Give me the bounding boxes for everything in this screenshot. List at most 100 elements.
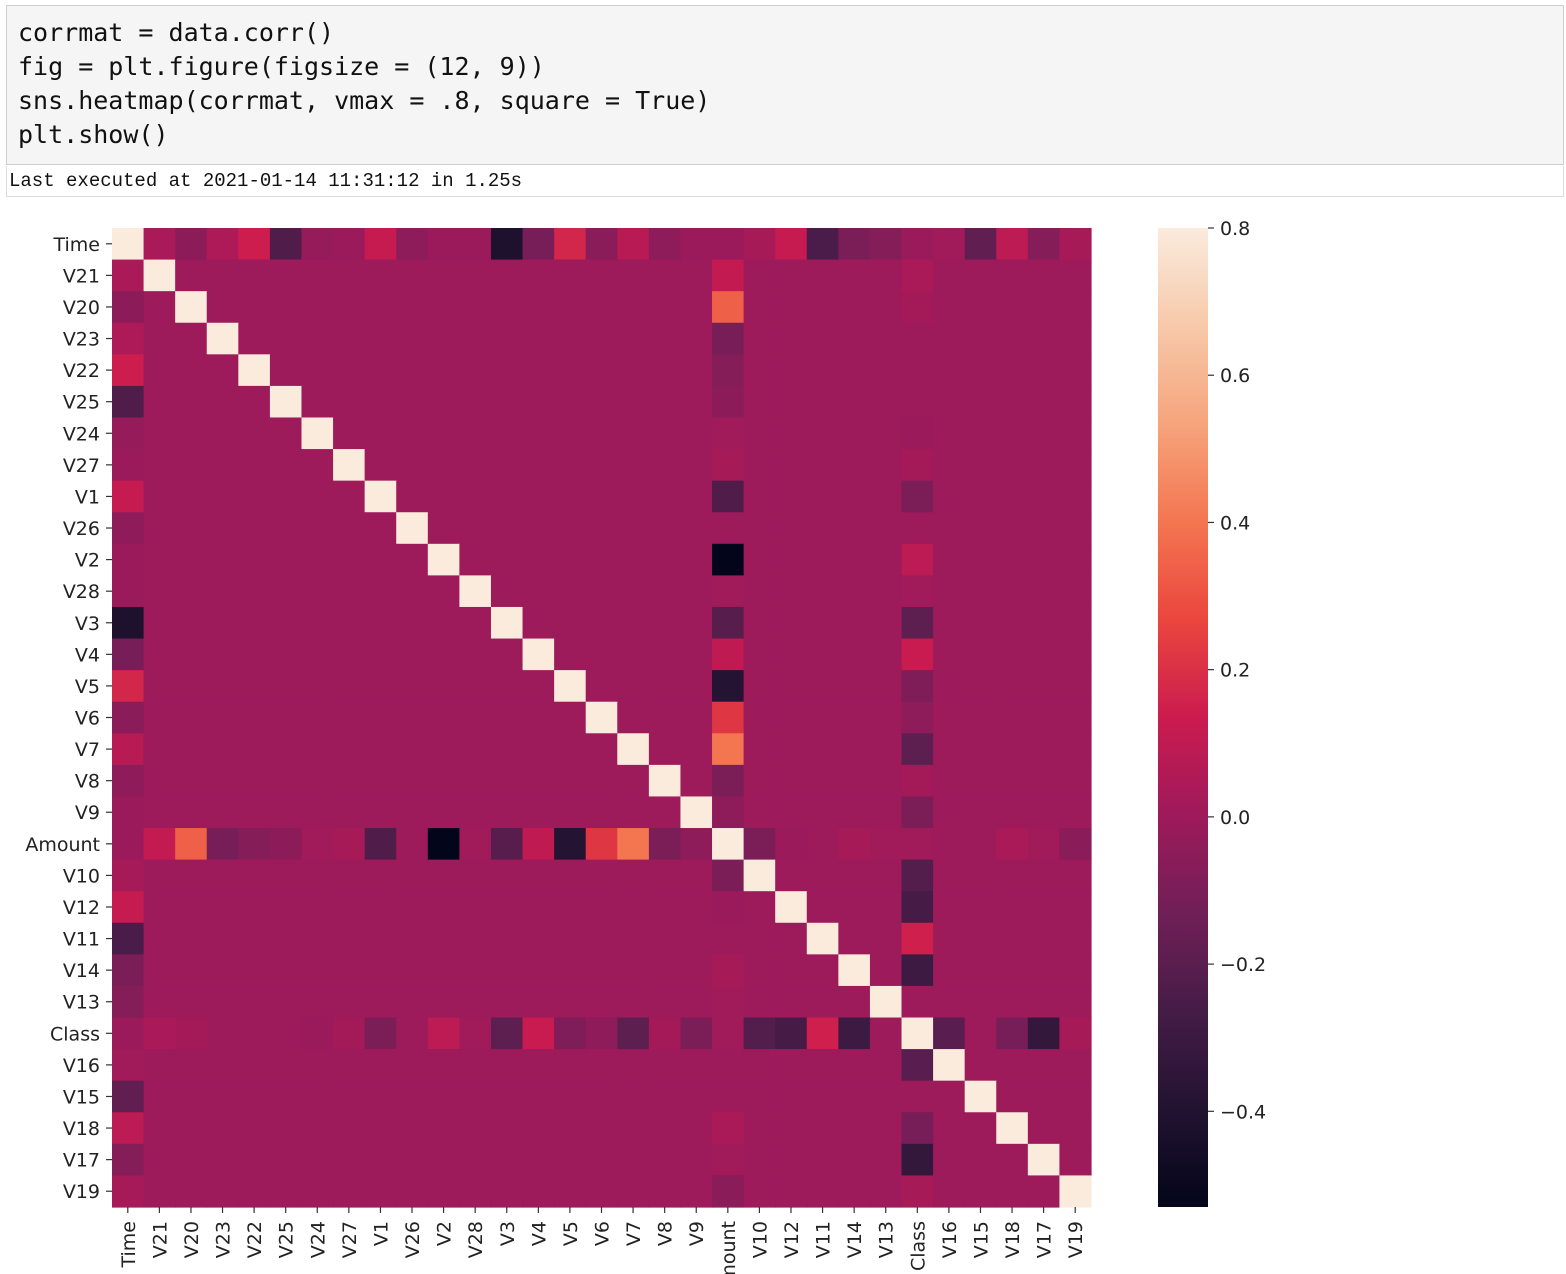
heatmap-cell <box>743 291 776 324</box>
heatmap-cell <box>301 733 334 766</box>
x-tick-label: V10 <box>749 1221 771 1258</box>
heatmap-cell <box>301 1017 334 1050</box>
heatmap-cell <box>427 543 460 576</box>
heatmap-cell <box>238 1175 271 1208</box>
heatmap-cell <box>206 1112 239 1145</box>
heatmap-cell <box>1027 828 1061 861</box>
heatmap-cell <box>806 1080 839 1113</box>
heatmap-cell <box>143 417 176 450</box>
heatmap-cell <box>396 354 429 387</box>
heatmap-cell <box>648 543 682 576</box>
heatmap-cell <box>933 575 966 608</box>
heatmap-cell <box>680 512 713 545</box>
heatmap-cell <box>554 733 587 766</box>
heatmap-cell <box>996 1017 1029 1050</box>
heatmap-cell <box>1059 259 1092 292</box>
heatmap-cell <box>427 606 460 640</box>
heatmap-cell <box>680 796 713 829</box>
heatmap-cell <box>269 922 303 955</box>
heatmap-cell <box>806 1017 839 1050</box>
heatmap-cell <box>238 733 271 766</box>
heatmap-cell <box>301 922 334 955</box>
heatmap-cell <box>427 764 460 798</box>
heatmap-cell <box>490 1143 524 1177</box>
heatmap-cell <box>206 796 239 829</box>
heatmap-cell <box>933 670 966 703</box>
heatmap-cell <box>1027 670 1061 703</box>
heatmap-cell <box>269 385 303 419</box>
heatmap-cell <box>964 1080 997 1113</box>
heatmap-cell <box>775 985 808 1019</box>
heatmap-cell <box>522 291 555 324</box>
heatmap-cell <box>396 1080 429 1113</box>
heatmap-cell <box>175 1112 208 1145</box>
x-tick-label: Amount <box>718 1221 740 1274</box>
heatmap-cell <box>933 922 966 955</box>
heatmap-cell <box>680 859 713 892</box>
heatmap-cell <box>996 543 1029 576</box>
heatmap-cell <box>775 259 808 292</box>
heatmap-cell <box>838 891 871 924</box>
heatmap-cell <box>1059 1175 1092 1208</box>
heatmap-cell <box>964 891 997 924</box>
heatmap-cell <box>806 1143 839 1177</box>
heatmap-cell <box>869 670 903 703</box>
heatmap-cell <box>333 259 366 292</box>
heatmap-cell <box>490 291 524 324</box>
heatmap-cell <box>901 543 934 576</box>
heatmap-cell <box>522 828 555 861</box>
heatmap-cell <box>806 733 839 766</box>
heatmap-cell <box>364 891 397 924</box>
heatmap-cell <box>554 259 587 292</box>
heatmap-cell <box>964 606 997 640</box>
heatmap-cell <box>964 638 997 671</box>
heatmap-cell <box>238 385 271 419</box>
heatmap-cell <box>301 417 334 450</box>
heatmap-cell <box>648 1143 682 1177</box>
y-tick-label: V28 <box>63 581 100 603</box>
heatmap-cell <box>712 638 745 671</box>
heatmap-cell <box>648 891 682 924</box>
heatmap-cell <box>964 228 997 261</box>
heatmap-cell <box>269 859 303 892</box>
x-tick-label: V1 <box>370 1221 392 1246</box>
heatmap-cell <box>269 828 303 861</box>
heatmap-cell <box>364 417 397 450</box>
heatmap-cell <box>333 764 366 798</box>
code-cell[interactable]: corrmat = data.corr() fig = plt.figure(f… <box>6 5 1564 165</box>
heatmap-cell <box>333 670 366 703</box>
heatmap-cell <box>301 670 334 703</box>
heatmap-cell <box>838 638 871 671</box>
heatmap-cell <box>175 764 208 798</box>
heatmap-cell <box>459 512 492 545</box>
heatmap-cell <box>933 1112 966 1145</box>
heatmap-cell <box>585 354 618 387</box>
heatmap-cell <box>364 512 397 545</box>
heatmap-cell <box>996 638 1029 671</box>
heatmap-cell <box>743 828 776 861</box>
heatmap-cell <box>554 638 587 671</box>
heatmap-cell <box>333 796 366 829</box>
heatmap-cell <box>680 1112 713 1145</box>
heatmap-cell <box>933 354 966 387</box>
heatmap-cell <box>996 954 1029 987</box>
heatmap-cell <box>427 859 460 892</box>
heatmap-cell <box>838 954 871 987</box>
heatmap-cell <box>901 1175 934 1208</box>
y-tick-label: V9 <box>75 802 100 824</box>
heatmap-cell <box>933 954 966 987</box>
heatmap-cell <box>269 480 303 513</box>
heatmap-cell <box>901 354 934 387</box>
heatmap-cell <box>396 228 429 261</box>
heatmap-cell <box>554 891 587 924</box>
heatmap-cell <box>396 449 429 482</box>
heatmap-cell <box>143 512 176 545</box>
heatmap-cell <box>175 1175 208 1208</box>
heatmap-cell <box>617 796 650 829</box>
heatmap-cell <box>648 606 682 640</box>
heatmap-cell <box>238 859 271 892</box>
heatmap-cell <box>585 954 618 987</box>
heatmap-cell <box>364 1112 397 1145</box>
y-tick-label: V4 <box>75 644 100 666</box>
heatmap-cell <box>712 670 745 703</box>
